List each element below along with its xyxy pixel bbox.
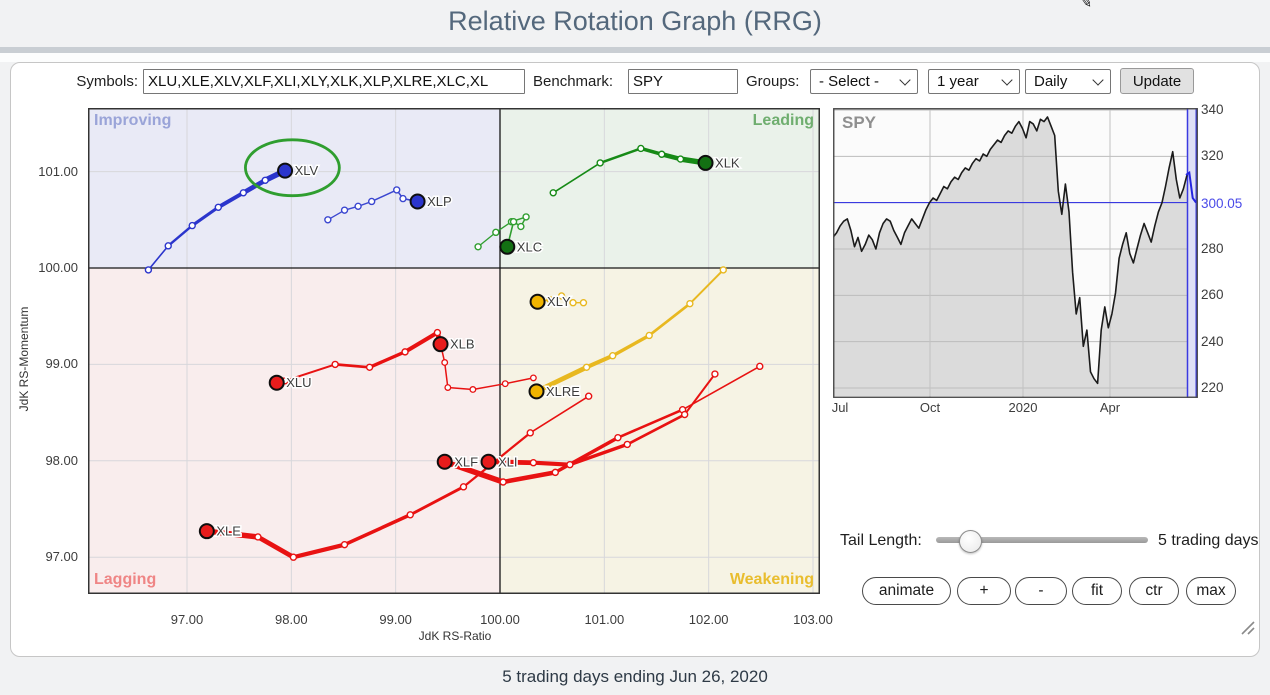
svg-text:XLY: XLY (547, 294, 571, 309)
svg-text:XLK: XLK (715, 155, 740, 170)
spy-last-price-label: 300.05 (1201, 196, 1243, 211)
spy-y-tick: 220 (1201, 380, 1224, 395)
quadrant-label-leading: Leading (752, 112, 814, 129)
quadrant-label-weakening: Weakening (729, 571, 814, 588)
animate-button[interactable]: animate (862, 577, 951, 605)
svg-text:XLF: XLF (454, 454, 478, 469)
groups-label: Groups: (746, 73, 800, 90)
spy-x-tick: Jul (831, 400, 849, 415)
rrg-x-tick: 103.00 (793, 612, 833, 627)
resize-handle-icon[interactable] (1238, 618, 1256, 636)
svg-text:XLP: XLP (427, 194, 452, 209)
frequency-select[interactable]: Daily (1025, 69, 1111, 94)
update-button[interactable]: Update (1120, 68, 1194, 94)
tail-length-label: Tail Length: (840, 532, 922, 549)
rrg-y-tick: 98.00 (45, 452, 78, 468)
chevron-down-icon (899, 74, 911, 86)
groups-select[interactable]: - Select - (810, 69, 918, 94)
spy-y-tick: 340 (1201, 102, 1224, 117)
rrg-y-tick: 101.00 (38, 163, 78, 179)
svg-text:XLU: XLU (286, 375, 311, 390)
svg-text:XLE: XLE (216, 524, 241, 539)
spy-y-tick: 320 (1201, 148, 1224, 164)
svg-text:XLC: XLC (517, 239, 542, 254)
svg-text:XLRE: XLRE (546, 384, 580, 399)
spy-price-chart[interactable] (833, 108, 1198, 398)
spy-x-tick: Apr (1099, 400, 1121, 415)
rrg-x-tick: 102.00 (688, 612, 729, 627)
benchmark-input[interactable] (628, 69, 738, 94)
fit-button[interactable]: fit (1072, 577, 1122, 605)
symbols-label: Symbols: (76, 73, 138, 90)
tail-length-slider-track[interactable] (936, 537, 1148, 543)
header-divider (0, 47, 1270, 53)
zoom-in-button[interactable]: + (957, 577, 1011, 605)
benchmark-label: Benchmark: (533, 73, 614, 90)
tail-length-slider-thumb[interactable] (959, 530, 982, 553)
page-title: Relative Rotation Graph (RRG) (448, 6, 822, 36)
rrg-y-tick: 97.00 (45, 549, 78, 565)
date-range-caption: 5 trading days ending Jun 26, 2020 (502, 667, 768, 686)
spy-x-tick: 2020 (1008, 400, 1038, 415)
frequency-select-value: Daily (1034, 73, 1068, 90)
quadrant-label-lagging: Lagging (94, 571, 157, 588)
rrg-x-tick: 98.00 (275, 612, 308, 627)
spy-y-tick: 280 (1201, 241, 1224, 256)
rrg-x-axis-title: JdK RS-Ratio (418, 629, 492, 643)
rrg-chart[interactable]: XLV XLP XLK XLC XLY XLRE XLB XLU XLE XLF XLI (88, 108, 820, 594)
header-strip (0, 53, 1270, 62)
spy-y-tick: 260 (1201, 287, 1224, 303)
rrg-x-tick: 97.00 (170, 612, 204, 627)
chevron-down-icon (1001, 74, 1013, 86)
chevron-down-icon (1092, 74, 1104, 86)
spy-y-tick: 240 (1201, 333, 1224, 349)
max-button[interactable]: max (1186, 577, 1236, 605)
spy-chart-title: SPY (842, 113, 877, 132)
svg-text:XLB: XLB (450, 337, 475, 352)
rrg-y-tick: 99.00 (45, 356, 78, 372)
tail-length-value: 5 trading days (1158, 532, 1259, 549)
svg-text:XLV: XLV (295, 163, 319, 178)
groups-select-value: - Select - (819, 73, 880, 90)
zoom-out-button[interactable]: - (1015, 577, 1067, 605)
rrg-x-tick: 100.00 (480, 612, 520, 627)
symbols-input[interactable] (143, 69, 525, 94)
rrg-x-tick: 101.00 (584, 612, 625, 627)
ctr-button[interactable]: ctr (1129, 577, 1179, 605)
period-select[interactable]: 1 year (928, 69, 1020, 94)
spy-x-tick: Oct (919, 400, 941, 415)
period-select-value: 1 year (937, 73, 979, 90)
svg-text:XLI: XLI (498, 454, 518, 469)
rrg-y-tick: 100.00 (38, 260, 78, 275)
quadrant-label-improving: Improving (94, 112, 172, 129)
rrg-x-tick: 99.00 (379, 612, 412, 627)
